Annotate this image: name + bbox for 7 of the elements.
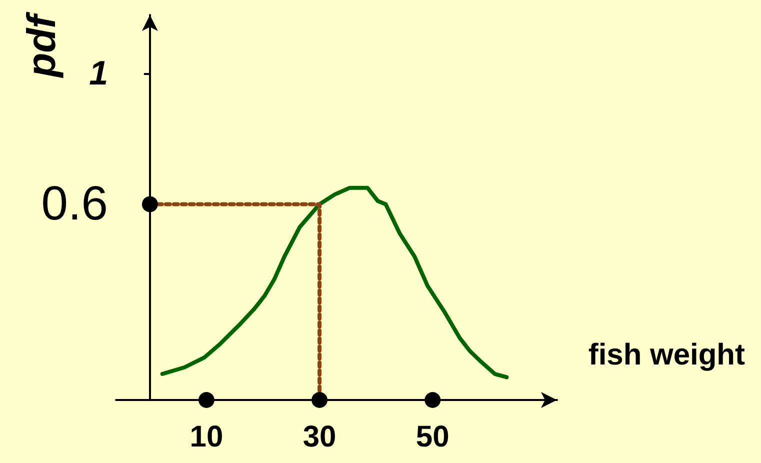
y-tick-label: 1 — [89, 54, 108, 93]
y-tick-label: 0.6 — [41, 178, 108, 231]
x-axis-title: fish weight — [588, 338, 746, 372]
x-tick-label: 10 — [190, 420, 224, 454]
x-tick-label: 30 — [302, 420, 336, 454]
y-axis-title: pdf — [20, 11, 64, 78]
x-tick-label: 50 — [416, 420, 450, 454]
